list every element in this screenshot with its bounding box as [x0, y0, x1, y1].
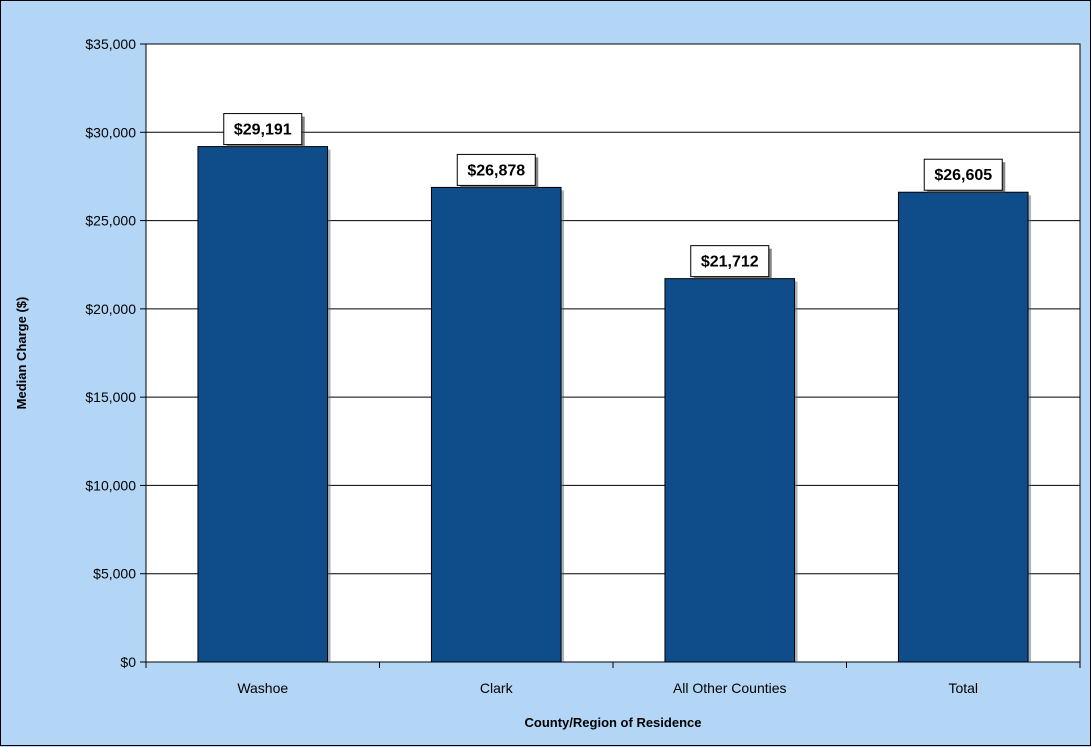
y-tick-label: $25,000 [85, 213, 136, 229]
data-label-box [690, 245, 770, 278]
data-label-box [923, 158, 1003, 191]
y-axis: $0 $5,000 $10,000 $15,000 $20,000 $25,000 $30,… [85, 36, 146, 670]
y-axis-title: Median Charge ($) [14, 297, 29, 410]
data-label-box [223, 113, 303, 146]
x-tick-label: Washoe [237, 680, 288, 696]
x-tick-label: All Other Counties [673, 680, 787, 696]
x-axis-title: County/Region of Residence [525, 715, 702, 730]
y-tick-label: $0 [120, 654, 136, 670]
data-labels: $29,191 $26,878 $21,712 $26,605 [223, 113, 1006, 280]
bar [664, 278, 796, 663]
data-label: $26,605 [934, 167, 992, 184]
y-tick-label: $5,000 [93, 566, 136, 582]
bars [197, 146, 1032, 663]
data-label-box [456, 153, 536, 186]
bar [430, 186, 562, 663]
y-tick-label: $20,000 [85, 301, 136, 317]
y-tick-label: $30,000 [85, 124, 136, 140]
x-tick-label: Total [948, 680, 978, 696]
data-label: $26,878 [467, 162, 525, 179]
data-label: $21,712 [701, 254, 759, 271]
x-axis: Washoe Clark All Other Counties Total [145, 662, 1081, 696]
data-label: $29,191 [234, 122, 292, 139]
bar [197, 146, 329, 663]
y-tick-label: $15,000 [85, 389, 136, 405]
x-tick-label: Clark [480, 680, 514, 696]
bar [897, 191, 1029, 663]
y-tick-label: $35,000 [85, 36, 136, 52]
y-tick-label: $10,000 [85, 477, 136, 493]
